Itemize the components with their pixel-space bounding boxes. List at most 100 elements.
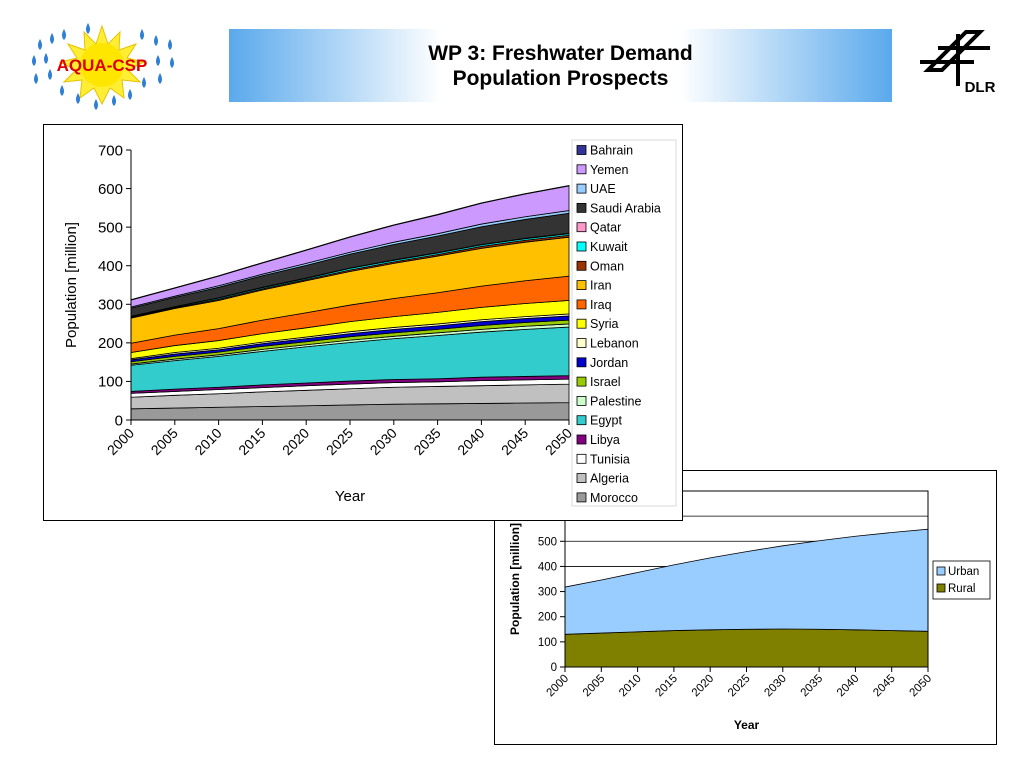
water-drops-icon: [32, 23, 174, 110]
x-tick-label: 2005: [148, 425, 181, 458]
water-drop-icon: [34, 73, 38, 84]
water-drop-icon: [128, 89, 132, 100]
y-tick-label: 300: [98, 297, 123, 314]
x-tick-label: 2005: [581, 673, 608, 700]
x-tick-label: 2010: [617, 673, 644, 700]
x-axis-title: Year: [734, 718, 760, 732]
water-drop-icon: [170, 57, 174, 68]
legend-label-egypt: Egypt: [590, 414, 622, 428]
water-drop-icon: [76, 93, 80, 104]
legend-label-rural: Rural: [948, 583, 975, 595]
area-rural: [564, 628, 929, 668]
y-tick-label: 0: [115, 412, 123, 429]
y-tick-label: 0: [551, 662, 557, 674]
x-tick-label: 2000: [545, 673, 572, 700]
legend-label-oman: Oman: [590, 259, 624, 273]
water-drop-icon: [154, 35, 158, 46]
water-drop-icon: [140, 29, 144, 40]
legend-swatch-bahrain: [576, 145, 587, 155]
x-tick-label: 2050: [908, 673, 935, 700]
y-tick-label: 300: [538, 587, 557, 599]
country-population-chart-panel: 0 100 200 300 400 500 600 700 2000 2005 2010 2015 20…: [43, 124, 683, 521]
legend-swatch-jordan: [576, 357, 587, 368]
legend-swatch-uae: [576, 183, 587, 194]
x-tick-label: 2045: [498, 425, 531, 458]
legend-label-libya: Libya: [590, 433, 620, 447]
legend-swatch-morocco: [576, 492, 587, 503]
legend-swatch-iran: [576, 280, 587, 291]
legend-label-urban: Urban: [948, 566, 979, 578]
x-tick-label: 2010: [191, 425, 224, 458]
y-tick-label: 600: [98, 181, 123, 198]
legend-label-jordan: Jordan: [590, 356, 628, 370]
x-tick-label: 2020: [690, 673, 717, 700]
y-tick-label: 100: [538, 637, 557, 649]
x-tick-label: 2035: [799, 673, 826, 700]
water-drop-icon: [168, 39, 172, 50]
legend-label-israel: Israel: [590, 375, 621, 389]
x-tick-label: 2000: [104, 425, 137, 458]
legend-swatch-qatar: [576, 222, 587, 233]
water-drop-icon: [158, 73, 162, 84]
x-tick-label: 2045: [871, 673, 898, 700]
legend-swatch-algeria: [576, 473, 587, 484]
logo-text: AQUA-CSP: [57, 56, 148, 75]
legend-label-qatar: Qatar: [590, 221, 621, 235]
legend-swatch-palestine: [576, 395, 587, 406]
legend-swatch-iraq: [576, 299, 587, 310]
aqua-csp-logo: AQUA-CSP: [22, 18, 182, 113]
water-drop-icon: [38, 39, 42, 50]
x-tick-label: 2040: [454, 425, 487, 458]
legend-label-kuwait: Kuwait: [590, 240, 628, 254]
legend-swatch-tunisia: [576, 453, 587, 464]
page-title: WP 3: Freshwater Demand: [428, 41, 693, 65]
water-drop-icon: [60, 85, 64, 96]
legend-label-morocco: Morocco: [590, 491, 638, 505]
y-axis-title: Population [million]: [508, 523, 522, 635]
legend-swatch-syria: [576, 318, 587, 329]
legend-label-syria: Syria: [590, 317, 619, 331]
title-banner: WP 3: Freshwater Demand Population Prosp…: [229, 29, 892, 102]
legend-swatch-lebanon: [576, 338, 587, 348]
water-drop-icon: [50, 33, 54, 44]
legend-swatch-israel: [576, 376, 587, 387]
water-drop-icon: [94, 99, 98, 110]
legend-swatch-libya: [576, 434, 587, 445]
x-tick-label: 2025: [726, 673, 753, 700]
x-axis-title: Year: [335, 488, 365, 505]
y-tick-label: 200: [98, 335, 123, 352]
sun-icon: [58, 24, 146, 106]
urban-rural-chart: 0100200300400500600700200020052010201520…: [508, 486, 991, 732]
x-tick-label: 2015: [653, 673, 680, 700]
legend-box: [571, 139, 677, 507]
legend-label-algeria: Algeria: [590, 472, 629, 486]
legend-swatch-kuwait: [576, 241, 587, 252]
y-tick-label: 200: [538, 612, 557, 624]
x-tick-label: 2030: [367, 425, 400, 458]
x-tick-label: 2050: [542, 425, 575, 458]
y-tick-label: 400: [98, 258, 123, 275]
y-tick-label: 500: [538, 536, 557, 548]
legend-label-yemen: Yemen: [590, 163, 629, 177]
y-tick-label: 700: [98, 142, 123, 159]
legend-label-bahrain: Bahrain: [590, 144, 633, 158]
x-tick-label: 2015: [235, 425, 268, 458]
water-drop-icon: [86, 23, 90, 34]
country-population-chart: 0 100 200 300 400 500 600 700 2000 2005 2010 2015 20…: [63, 139, 677, 507]
legend-swatch-urban: [936, 566, 946, 576]
water-drop-icon: [32, 55, 36, 66]
legend-label-saudi-arabia: Saudi Arabia: [590, 201, 661, 215]
y-axis-title: Population [million]: [63, 222, 80, 348]
water-drop-icon: [156, 55, 160, 66]
x-tick-label: 2035: [410, 425, 443, 458]
y-tick-label: 400: [538, 561, 557, 573]
legend-swatch-yemen: [576, 164, 587, 175]
legend-label-lebanon: Lebanon: [590, 337, 639, 351]
legend-label-tunisia: Tunisia: [590, 452, 630, 466]
page-subtitle: Population Prospects: [452, 66, 669, 90]
x-tick-label: 2030: [762, 673, 789, 700]
dlr-emblem-icon: [920, 30, 990, 86]
y-tick-label: 500: [98, 219, 123, 236]
legend-swatch-oman: [576, 260, 587, 271]
legend-label-palestine: Palestine: [590, 394, 641, 408]
